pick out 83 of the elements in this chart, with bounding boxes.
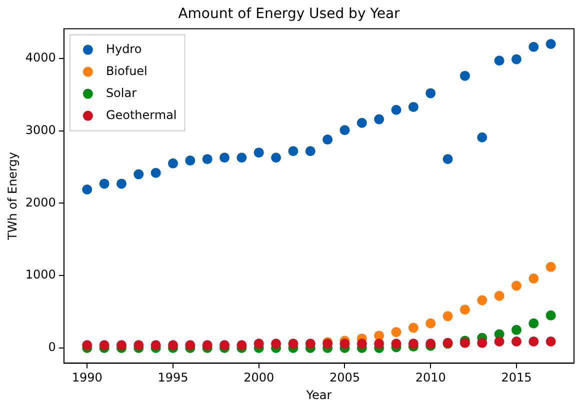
- point: [82, 184, 92, 194]
- point: [340, 125, 350, 136]
- point: [374, 114, 384, 124]
- point: [511, 336, 522, 346]
- point: [150, 340, 161, 350]
- point: [460, 304, 470, 315]
- x-axis-title: Year: [305, 388, 332, 402]
- point: [254, 148, 264, 158]
- point: [528, 336, 539, 346]
- point: [271, 338, 282, 349]
- point: [408, 102, 418, 112]
- point: [340, 338, 350, 349]
- point: [546, 310, 556, 320]
- point: [374, 338, 384, 349]
- point: [528, 318, 539, 328]
- point: [116, 340, 126, 350]
- point: [494, 290, 504, 301]
- point: [220, 152, 230, 163]
- y-axis-title: TWh of Energy: [5, 152, 20, 242]
- point: [288, 338, 298, 349]
- legend-label: Hydro: [106, 42, 142, 56]
- point: [546, 39, 556, 49]
- point: [356, 338, 367, 349]
- point: [82, 340, 92, 350]
- point: [408, 322, 418, 333]
- x-tick-label: 2015: [501, 370, 532, 385]
- point: [134, 340, 144, 350]
- point: [408, 338, 418, 349]
- point: [271, 152, 282, 163]
- point: [202, 154, 212, 164]
- x-tick-label: 1995: [158, 370, 188, 385]
- legend-label: Solar: [106, 86, 137, 100]
- point: [391, 338, 402, 349]
- point: [426, 318, 436, 328]
- point: [477, 338, 488, 348]
- point: [442, 311, 453, 322]
- point: [185, 340, 196, 350]
- point: [236, 340, 247, 350]
- point: [305, 146, 316, 156]
- y-tick-label: 2000: [25, 195, 56, 210]
- point: [305, 338, 316, 349]
- point: [477, 132, 488, 142]
- x-tick-label: 2005: [329, 370, 360, 385]
- point: [202, 340, 212, 350]
- point: [391, 327, 402, 338]
- y-tick-label: 3000: [25, 122, 56, 137]
- point: [168, 158, 178, 168]
- point: [99, 178, 110, 189]
- point: [511, 324, 522, 335]
- point: [494, 56, 504, 66]
- y-tick-label: 0: [48, 340, 56, 354]
- point: [288, 146, 298, 156]
- point: [116, 178, 126, 189]
- point: [150, 168, 161, 178]
- x-tick-label: 2000: [244, 370, 274, 385]
- legend-label: Geothermal: [106, 108, 177, 122]
- x-tick-label: 1990: [72, 370, 102, 385]
- point: [511, 280, 522, 291]
- point: [528, 274, 539, 284]
- point: [254, 338, 264, 349]
- point: [528, 42, 539, 52]
- point: [477, 295, 488, 306]
- point: [546, 336, 556, 346]
- point: [168, 340, 178, 350]
- point: [391, 104, 402, 115]
- x-tick-label: 2010: [415, 370, 446, 385]
- point: [546, 262, 556, 272]
- point: [220, 340, 230, 350]
- point: [185, 156, 196, 166]
- point: [511, 54, 522, 64]
- point: [99, 340, 110, 350]
- point: [494, 336, 504, 346]
- point: [442, 154, 453, 164]
- point: [134, 169, 144, 180]
- point: [236, 152, 247, 163]
- y-tick-label: 4000: [25, 50, 56, 65]
- point: [460, 70, 470, 81]
- chart-title: Amount of Energy Used by Year: [178, 6, 400, 22]
- point: [426, 88, 436, 98]
- legend-label: Biofuel: [106, 64, 148, 78]
- point: [322, 134, 333, 145]
- y-tick-label: 1000: [25, 268, 56, 282]
- point: [356, 118, 367, 128]
